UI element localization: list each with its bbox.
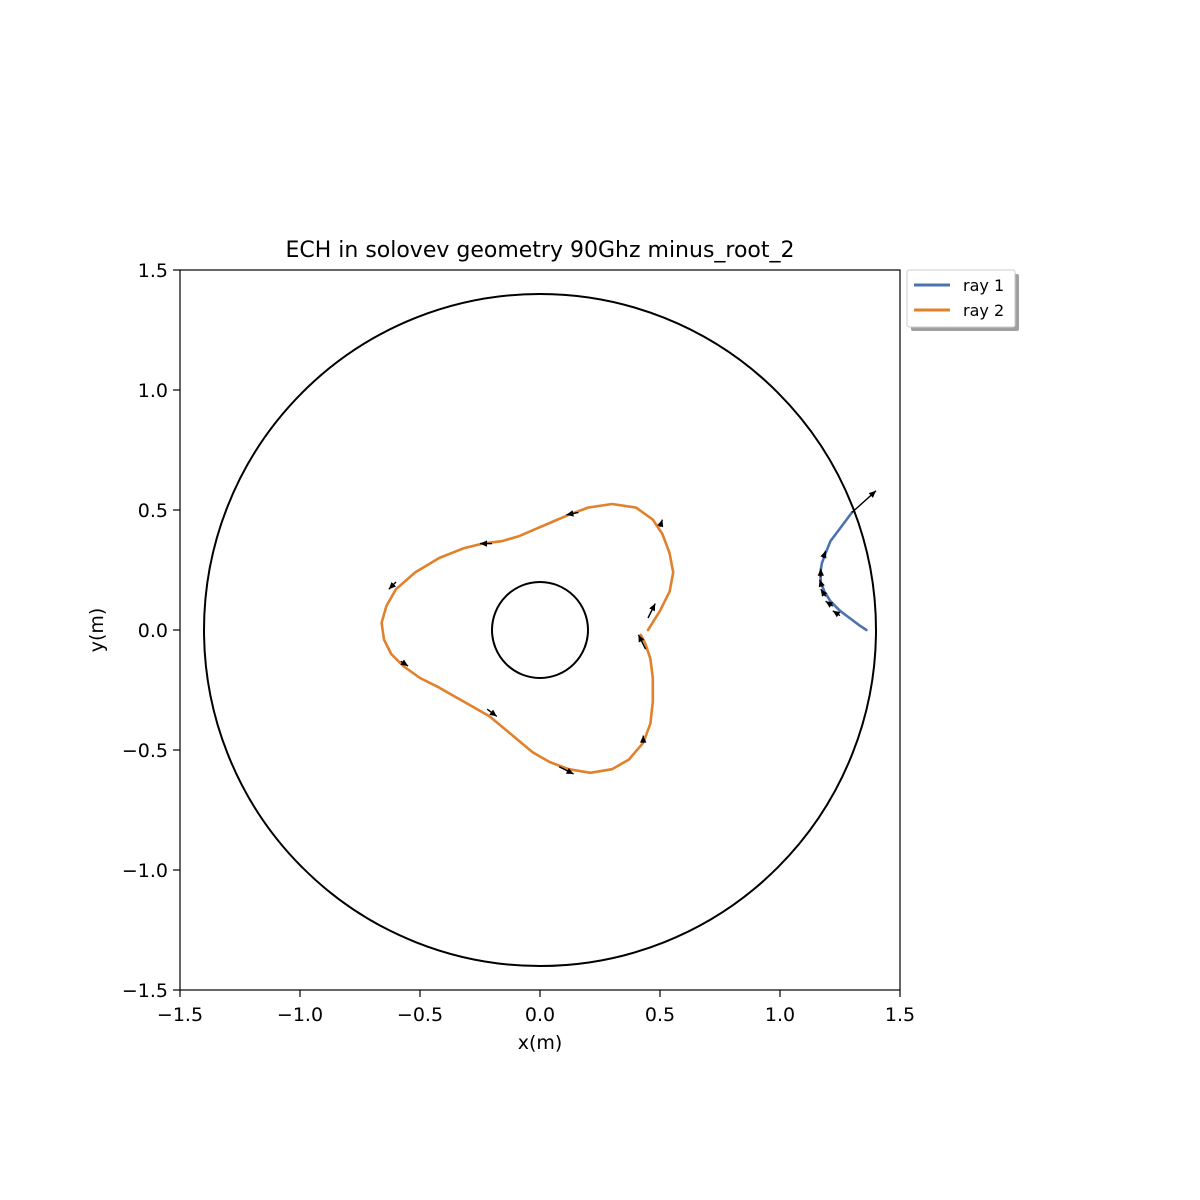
arrow-head [825,601,834,608]
ray-1-arrow [825,600,834,608]
ray-2-arrow [640,735,647,743]
x-tick-label: −1.0 [277,1004,323,1026]
arrow-head [388,582,396,590]
y-tick-label: 1.0 [138,380,168,402]
ray-1-arrow [820,588,828,597]
x-tick-label: 1.5 [885,1004,915,1026]
arrow-head [868,490,876,498]
series-line-ray-1 [819,511,868,632]
y-axis: −1.5 −1.0 −0.5 0.0 0.5 1.0 1.5 [122,260,180,1002]
arrow-head [820,550,827,559]
arrow-head [566,510,574,517]
y-tick-label: −0.5 [122,740,168,762]
ray-2-arrow [647,603,656,619]
ray-2-arrow [566,510,579,517]
x-axis-label: x(m) [518,1032,563,1054]
legend: ray 1 ray 2 [906,269,1019,331]
chart-title: ECH in solovev geometry 90Ghz minus_root… [285,238,794,263]
arrow-head [657,519,664,528]
arrow-head [817,568,824,576]
outer-boundary-circle [203,293,877,967]
inner-boundary-circle [491,581,589,679]
x-axis: −1.5 −1.0 −0.5 0.0 0.5 1.0 1.5 [157,990,915,1026]
series-line-ray-2 [380,502,675,775]
arrow-head [480,540,487,547]
arrow-head [820,589,828,597]
axes-frame [179,269,901,991]
y-axis-label: y(m) [86,608,108,653]
y-tick-label: 0.0 [138,620,168,642]
y-tick-label: 1.5 [138,260,168,282]
ray-2-arrow [400,659,409,667]
ray-2-arrow [558,766,574,775]
arrow-head [640,735,647,743]
ray-1-arrow [851,490,877,513]
y-tick-label: 0.5 [138,500,168,522]
arrow-head [818,579,825,588]
ray-1-arrow [832,610,841,618]
x-tick-label: 0.5 [645,1004,675,1026]
ray-1-arrow [820,550,827,559]
x-tick-label: −0.5 [397,1004,443,1026]
arrow-head [832,610,841,618]
arrow-head [565,768,574,774]
x-tick-label: −1.5 [157,1004,203,1026]
legend-label-ray-2: ray 2 [963,301,1004,320]
y-tick-label: −1.5 [122,980,168,1002]
ray-2-arrow [486,708,498,717]
plot-area [203,293,877,967]
ray-1-arrow [817,568,824,578]
arrow-head [400,659,408,666]
arrow-head [489,709,497,717]
ray-2-arrow [637,634,647,650]
ray-2-arrow [657,519,664,528]
arrow-head [649,603,656,612]
legend-label-ray-1: ray 1 [963,276,1004,295]
x-tick-label: 1.0 [765,1004,795,1026]
ray-2-arrow [388,581,397,590]
ray-1-arrow [818,579,825,588]
arrow-head [638,634,645,643]
ray-2-arrow [480,540,492,547]
y-tick-label: −1.0 [122,860,168,882]
x-tick-label: 0.0 [525,1004,555,1026]
